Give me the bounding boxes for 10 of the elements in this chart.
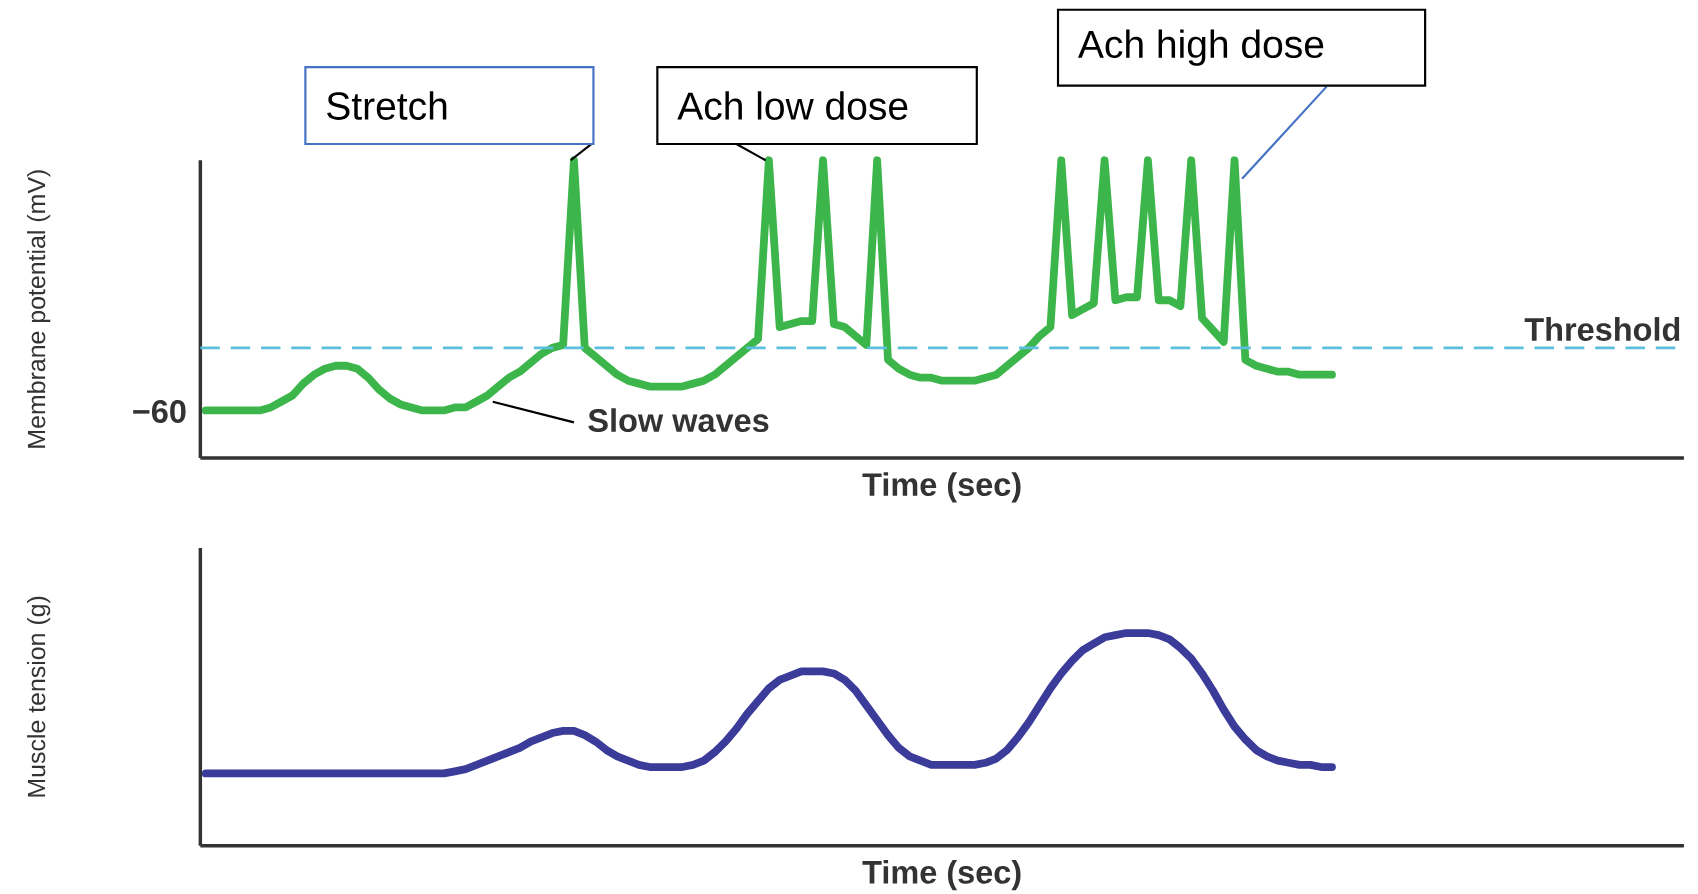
y-axis-title: Muscle tension (g) (27, 596, 51, 797)
text: Stretch (327, 91, 447, 120)
text: −60 (133, 399, 186, 423)
ref-line-label: Threshold (1524, 316, 1680, 341)
y-axis-title: Membrane potential (mV) (27, 170, 51, 448)
text: Ach low dose (677, 91, 908, 120)
x-axis-title: Time (sec) (862, 859, 1021, 890)
annotation: Slow waves (588, 408, 769, 432)
text: Ach high dose (1078, 29, 1324, 66)
x-axis-title: Time (sec) (862, 471, 1021, 503)
